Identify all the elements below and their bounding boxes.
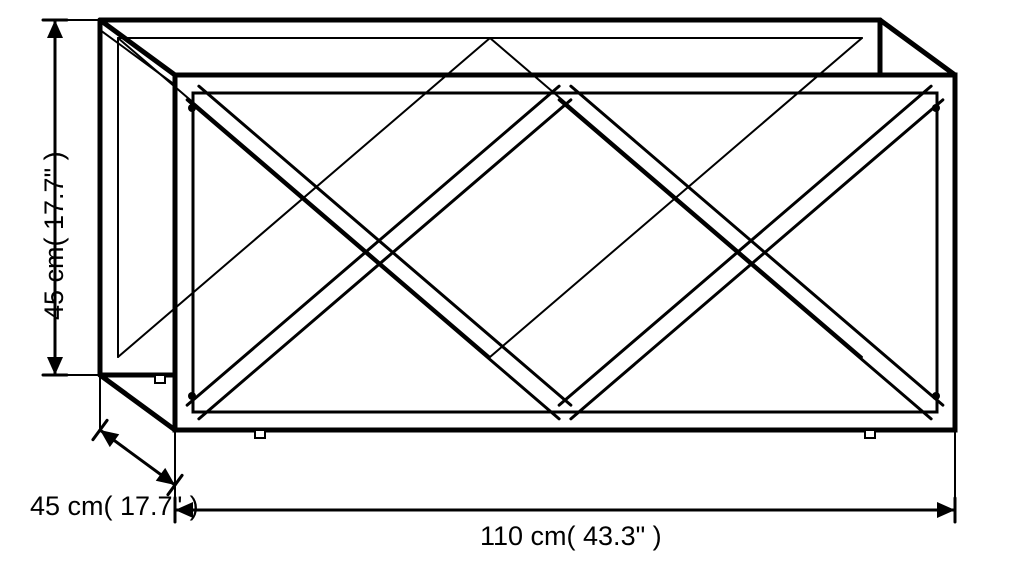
dimension-label-height: 45 cm( 17.7" ): [40, 151, 70, 320]
dimension-label-width: 110 cm( 43.3" ): [480, 522, 662, 552]
furniture-line-drawing: [0, 0, 1013, 573]
diagram-stage: 45 cm( 17.7" ) 45 cm( 17.7" ) 110 cm( 43…: [0, 0, 1013, 573]
dimension-label-depth: 45 cm( 17.7" ): [30, 492, 199, 522]
